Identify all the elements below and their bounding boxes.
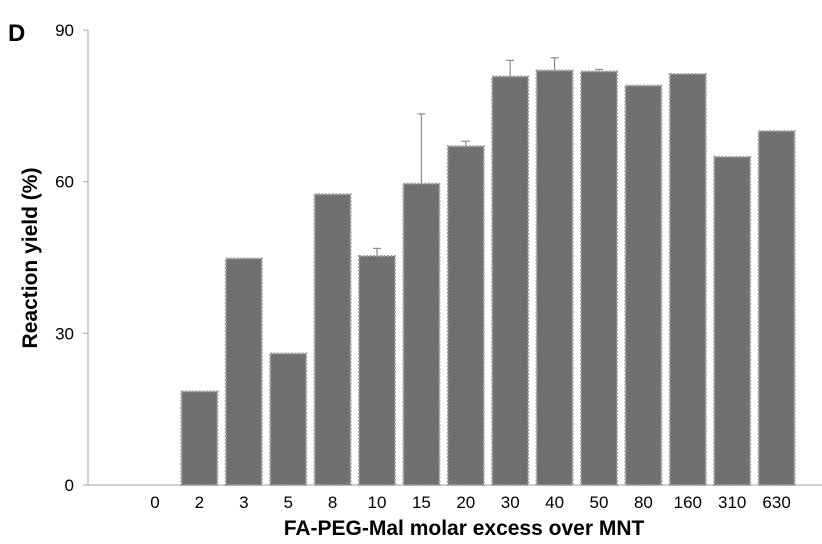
bar-310 bbox=[713, 155, 752, 486]
bar-15 bbox=[402, 182, 441, 486]
panel-label: D bbox=[8, 20, 25, 47]
y-tick-label: 30 bbox=[55, 324, 74, 343]
x-tick-label: 8 bbox=[328, 493, 337, 512]
x-tick-label: 30 bbox=[501, 493, 520, 512]
x-tick-label: 80 bbox=[634, 493, 653, 512]
bar-10 bbox=[358, 254, 396, 486]
x-tick-label: 2 bbox=[195, 493, 204, 512]
bar-30 bbox=[491, 75, 530, 486]
x-tick-label: 50 bbox=[590, 493, 609, 512]
bar-20 bbox=[446, 145, 485, 486]
x-axis-title: FA-PEG-Mal molar excess over MNT bbox=[284, 517, 645, 540]
x-tick-label: 630 bbox=[762, 493, 790, 512]
bar-8 bbox=[313, 193, 352, 487]
y-tick-label: 0 bbox=[65, 476, 74, 495]
bar-630 bbox=[757, 130, 796, 486]
y-tick-label: 60 bbox=[55, 173, 74, 192]
x-tick-label: 15 bbox=[412, 493, 431, 512]
x-axis-ticks: 0 2 3 5 8 10 15 20 30 40 50 80 160 310 630 bbox=[150, 493, 791, 512]
bar-50 bbox=[580, 70, 618, 486]
bar-3 bbox=[224, 257, 263, 486]
y-axis-title: Reaction yield (%) bbox=[19, 168, 42, 349]
x-tick-label: 0 bbox=[150, 493, 159, 512]
x-tick-label: 5 bbox=[283, 493, 292, 512]
x-tick-label: 310 bbox=[718, 493, 746, 512]
bar-5 bbox=[269, 352, 308, 486]
x-tick-label: 3 bbox=[239, 493, 248, 512]
x-tick-label: 20 bbox=[456, 493, 475, 512]
x-tick-label: 160 bbox=[674, 493, 702, 512]
bar-2 bbox=[180, 390, 219, 487]
y-tick-label: 90 bbox=[55, 21, 74, 40]
x-tick-label: 40 bbox=[545, 493, 564, 512]
bar-160 bbox=[668, 72, 707, 486]
bar-80 bbox=[624, 84, 663, 486]
bar-40 bbox=[535, 69, 574, 486]
y-axis-ticks: 0 30 60 90 bbox=[55, 21, 88, 495]
x-tick-label: 10 bbox=[368, 493, 387, 512]
bars-group bbox=[180, 57, 796, 487]
